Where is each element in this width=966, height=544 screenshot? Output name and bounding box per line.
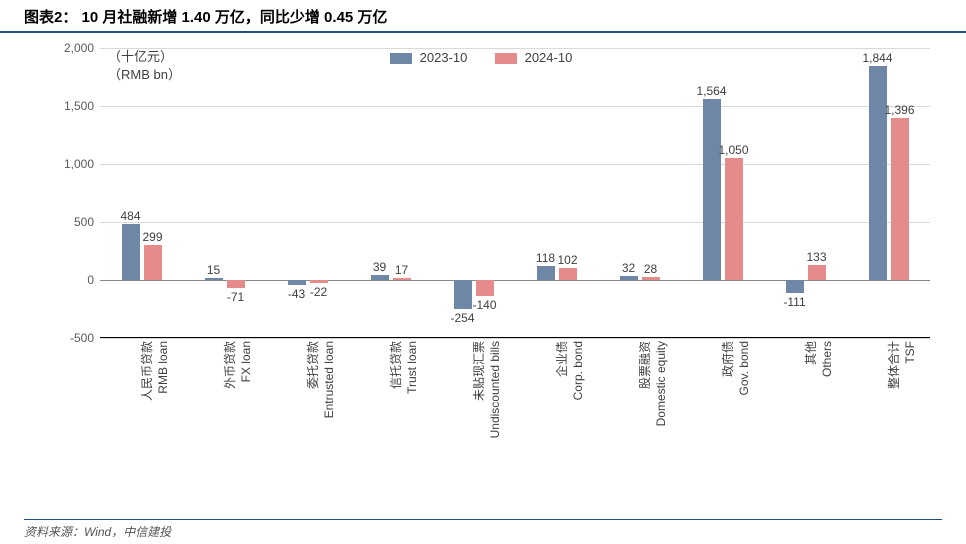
data-label: -43 xyxy=(288,287,305,301)
category-label: 其他Others xyxy=(804,341,835,461)
data-label: 484 xyxy=(120,209,140,223)
category-label: 信托贷款Trust loan xyxy=(389,341,420,461)
zero-line xyxy=(100,280,930,281)
bar-b xyxy=(559,268,577,280)
y-axis-tick: 500 xyxy=(74,215,100,229)
y-axis-tick: 0 xyxy=(87,273,100,287)
data-label: -111 xyxy=(783,295,805,309)
data-label: 1,844 xyxy=(862,51,892,65)
category-label: 整体合计TSF xyxy=(887,341,918,461)
data-label: 1,050 xyxy=(718,143,748,157)
data-label: 118 xyxy=(536,251,555,265)
bar-a xyxy=(288,280,306,285)
plot-region: -50005001,0001,5002,00048429915-71-43-22… xyxy=(100,48,930,338)
category-label: 未贴现汇票Undiscounted bills xyxy=(472,341,503,461)
bar-b xyxy=(476,280,494,296)
source-line: 资料来源：Wind，中信建投 xyxy=(24,519,942,540)
category-label: 外币贷款FX loan xyxy=(223,341,254,461)
bar-a xyxy=(869,66,887,280)
category-label: 人民币贷款RMB loan xyxy=(140,341,171,461)
y-axis-tick: 1,000 xyxy=(64,157,100,171)
y-axis-tick: 2,000 xyxy=(64,41,100,55)
bar-b xyxy=(725,158,743,280)
data-label: 299 xyxy=(142,230,162,244)
data-label: 39 xyxy=(373,260,386,274)
bar-b xyxy=(642,277,660,280)
gridline xyxy=(100,338,930,339)
gridline xyxy=(100,48,930,49)
data-label: 32 xyxy=(622,261,635,275)
data-label: 28 xyxy=(644,262,657,276)
bar-b xyxy=(310,280,328,283)
bar-a xyxy=(205,278,223,280)
category-label: 股票融资Domestic equity xyxy=(638,341,669,461)
data-label: 133 xyxy=(806,250,826,264)
bar-a xyxy=(703,99,721,280)
bar-a xyxy=(537,266,555,280)
data-label: 1,396 xyxy=(884,103,914,117)
category-label: 企业债Corp. bond xyxy=(555,341,586,461)
bar-b xyxy=(393,278,411,280)
data-label: 1,564 xyxy=(696,84,726,98)
bar-a xyxy=(620,276,638,280)
data-label: 15 xyxy=(207,263,220,277)
gridline xyxy=(100,222,930,223)
data-label: -254 xyxy=(450,311,474,325)
gridline xyxy=(100,164,930,165)
bar-b xyxy=(227,280,245,288)
bar-a xyxy=(454,280,472,309)
bar-b xyxy=(808,265,826,280)
category-label: 委托贷款Entrusted loan xyxy=(306,341,337,461)
chart-title: 图表2： 10 月社融新增 1.40 万亿，同比少增 0.45 万亿 xyxy=(0,0,966,33)
data-label: -71 xyxy=(227,290,244,304)
y-axis-tick: 1,500 xyxy=(64,99,100,113)
gridline xyxy=(100,106,930,107)
y-axis-tick: -500 xyxy=(70,331,100,345)
data-label: -140 xyxy=(472,298,496,312)
data-label: -22 xyxy=(310,285,327,299)
bar-a xyxy=(122,224,140,280)
bar-b xyxy=(144,245,162,280)
bar-b xyxy=(891,118,909,280)
bar-a xyxy=(371,275,389,280)
bar-a xyxy=(786,280,804,293)
chart-area: （十亿元） （RMB bn） 2023-10 2024-10 -50005001… xyxy=(60,36,940,466)
category-label: 政府债Gov. bond xyxy=(721,341,752,461)
data-label: 17 xyxy=(395,263,408,277)
data-label: 102 xyxy=(557,253,577,267)
